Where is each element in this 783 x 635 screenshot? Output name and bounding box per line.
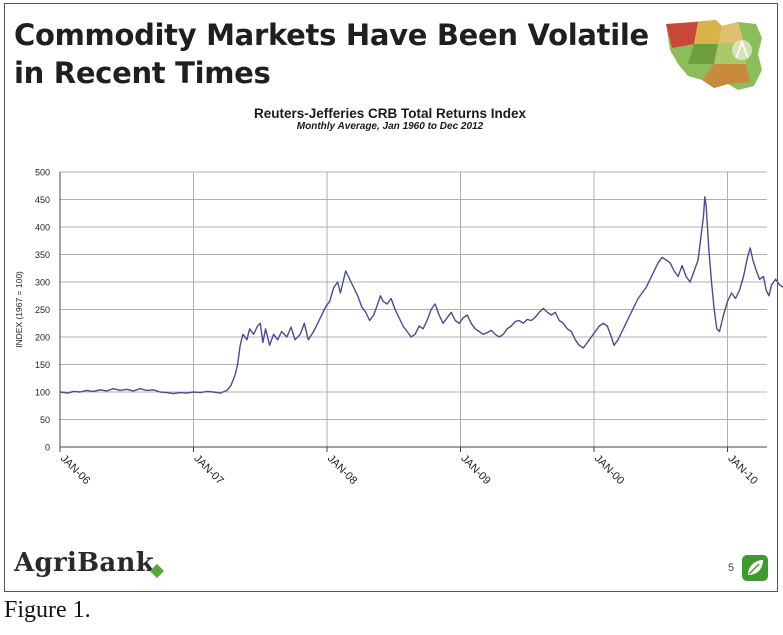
chart-subtitle: Monthly Average, Jan 1960 to Dec 2012 (296, 121, 484, 132)
line-chart: 0 50 100 150 200 250 300 350 400 450 500 JAN-06 JAN-… (14, 168, 783, 487)
y-tick-label: 150 (35, 360, 50, 370)
x-tick-label: JAN-08 (325, 453, 359, 487)
y-tick-label: 400 (35, 223, 50, 233)
page-number: 5 (728, 562, 735, 574)
y-tick-label: 300 (35, 278, 50, 288)
x-tick-label: JAN-06 (58, 453, 92, 487)
midwest-map-icon (666, 20, 762, 90)
x-tick-label: JAN-00 (592, 453, 626, 487)
x-tick-label: JAN-10 (725, 453, 759, 487)
slide (4, 3, 778, 592)
y-tick-label: 50 (40, 415, 50, 425)
y-tick-label: 350 (35, 250, 50, 260)
y-tick-label: 0 (45, 443, 50, 453)
x-tick-label: JAN-07 (191, 453, 225, 487)
chart-title: Reuters-Jefferies CRB Total Returns Inde… (253, 106, 527, 121)
series-line (59, 196, 783, 395)
y-axis-label: INDEX (1967 = 100) (14, 271, 24, 348)
y-tick-label: 250 (35, 305, 50, 315)
leaf-icon (742, 555, 768, 581)
y-tick-label: 450 (35, 195, 50, 205)
slide-title: Commodity Markets Have Been Volatile in … (14, 18, 649, 90)
x-tick-label: JAN-09 (458, 453, 492, 487)
figure-caption: Figure 1. (4, 597, 91, 623)
agribank-logo: AgriBank (14, 548, 155, 578)
y-tick-label: 100 (35, 388, 50, 398)
y-tick-label: 200 (35, 333, 50, 343)
y-tick-label: 500 (35, 168, 50, 178)
